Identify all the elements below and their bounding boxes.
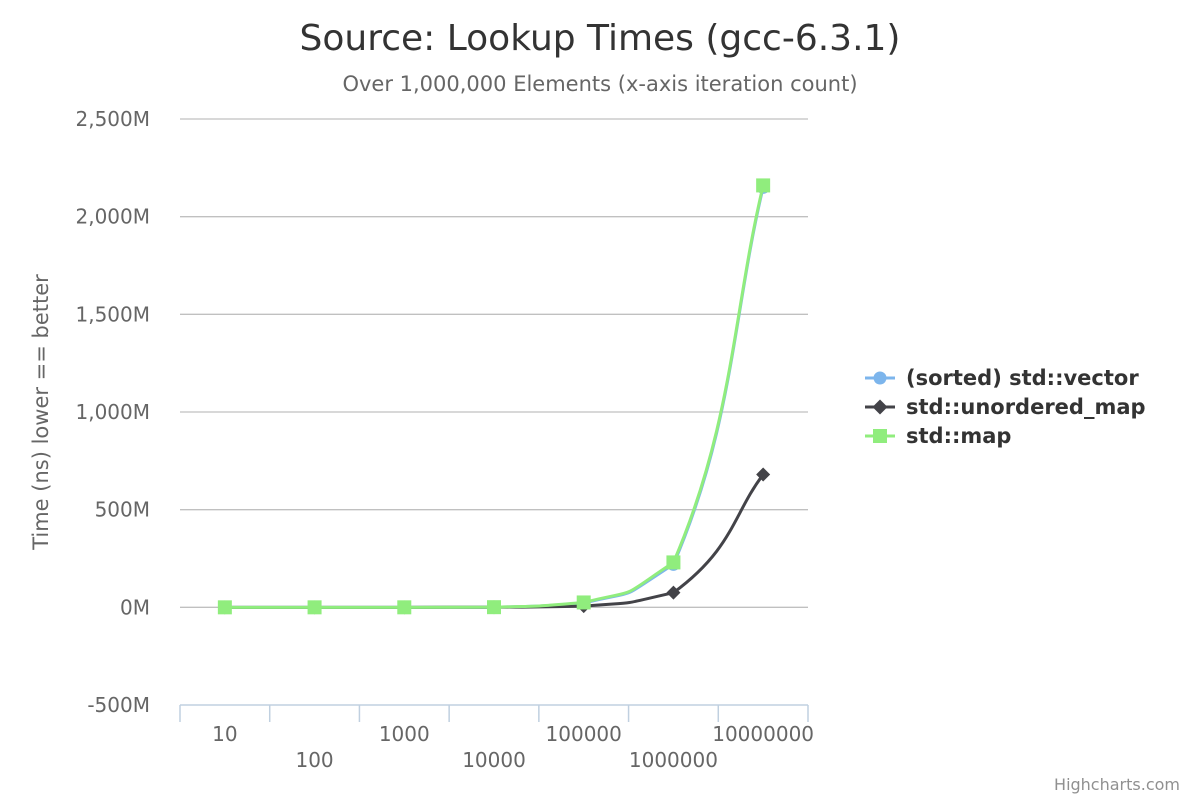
x-tick-label: 1000000 bbox=[629, 748, 718, 772]
x-tick-label: 1000 bbox=[379, 722, 430, 746]
data-point[interactable] bbox=[487, 600, 501, 615]
y-tick-label: 500M bbox=[95, 498, 150, 522]
data-point[interactable] bbox=[397, 600, 412, 615]
series-layer bbox=[217, 178, 771, 615]
x-tick-label: 10 bbox=[212, 722, 237, 746]
data-point[interactable] bbox=[666, 555, 681, 570]
legend-label: (sorted) std::vector bbox=[906, 366, 1139, 390]
legend-label: std::map bbox=[906, 424, 1011, 448]
series-0 bbox=[218, 180, 770, 614]
x-tick-label: 100000 bbox=[546, 722, 622, 746]
legend-marker-icon bbox=[873, 371, 887, 385]
y-axis: -500M 0M 500M 1,000M 1,500M 2,000M 2,500M bbox=[75, 107, 150, 717]
data-point[interactable] bbox=[217, 600, 232, 615]
legend: (sorted) std::vectorstd::unordered_mapst… bbox=[865, 366, 1146, 448]
legend-item[interactable]: std::map bbox=[865, 424, 1011, 448]
legend-label: std::unordered_map bbox=[906, 395, 1146, 419]
data-point[interactable] bbox=[307, 600, 322, 615]
legend-marker-icon bbox=[872, 399, 888, 415]
x-tick-label: 10000 bbox=[462, 748, 526, 772]
y-tick-label: 1,500M bbox=[75, 302, 150, 326]
data-point[interactable] bbox=[576, 595, 591, 610]
credits-link[interactable]: Highcharts.com bbox=[1054, 775, 1180, 794]
y-axis-title: Time (ns) lower == better bbox=[29, 274, 53, 551]
series-line[interactable] bbox=[223, 183, 765, 609]
chart-subtitle: Over 1,000,000 Elements (x-axis iteratio… bbox=[342, 72, 857, 96]
y-tick-label: 0M bbox=[120, 595, 150, 619]
data-point[interactable] bbox=[666, 585, 681, 600]
y-tick-label: 2,500M bbox=[75, 107, 150, 131]
grid bbox=[180, 118, 808, 608]
data-point[interactable] bbox=[756, 178, 771, 193]
x-tick-label: 100 bbox=[295, 748, 333, 772]
legend-item[interactable]: std::unordered_map bbox=[865, 395, 1146, 419]
x-tick-label: 10000000 bbox=[712, 722, 814, 746]
y-tick-label: -500M bbox=[87, 693, 150, 717]
series-2 bbox=[217, 178, 771, 615]
legend-marker-icon bbox=[873, 429, 887, 443]
y-tick-label: 1,000M bbox=[75, 400, 150, 424]
data-point[interactable] bbox=[756, 467, 771, 482]
y-tick-label: 2,000M bbox=[75, 205, 150, 229]
series-1 bbox=[217, 467, 771, 615]
chart-title: Source: Lookup Times (gcc-6.3.1) bbox=[300, 18, 901, 59]
legend-item[interactable]: (sorted) std::vector bbox=[865, 366, 1139, 390]
